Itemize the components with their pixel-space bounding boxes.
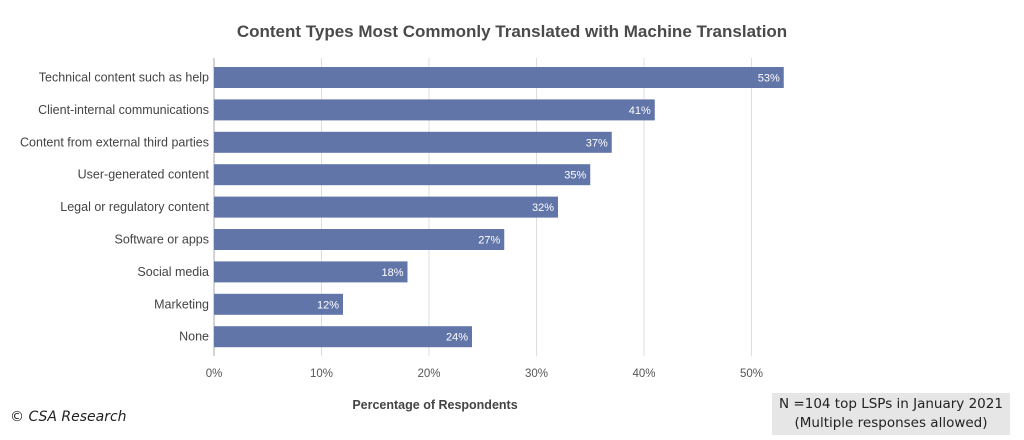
bar	[214, 326, 472, 348]
category-labels: Technical content such as help Client-int…	[20, 71, 209, 344]
chart-title: Content Types Most Commonly Translated w…	[237, 22, 787, 41]
data-label: 24%	[446, 332, 468, 344]
category-label: Software or apps	[115, 233, 210, 247]
category-label: Client-internal communications	[38, 103, 209, 117]
bar	[214, 196, 558, 218]
x-axis-ticks: 0% 10% 20% 30% 40% 50%	[206, 368, 763, 380]
category-label: Content from external third parties	[20, 135, 209, 149]
x-tick-label: 20%	[417, 368, 440, 380]
data-label: 35%	[564, 170, 586, 182]
category-label: Technical content such as help	[39, 71, 209, 85]
data-label: 32%	[532, 202, 554, 214]
sample-note-line-1: N =104 top LSPs in January 2021	[779, 396, 1003, 412]
bar	[214, 229, 505, 250]
category-label: User-generated content	[78, 168, 210, 182]
bar	[214, 131, 612, 153]
bar	[214, 99, 655, 121]
data-label: 27%	[478, 235, 500, 247]
x-tick-label: 10%	[310, 368, 333, 380]
data-label: 12%	[317, 299, 339, 311]
x-tick-label: 30%	[525, 368, 548, 380]
bars: 53% 41% 37% 35% 32% 27% 18% 12% 24%	[214, 67, 784, 348]
data-label: 37%	[586, 137, 608, 149]
bar	[214, 293, 343, 315]
sample-note: N =104 top LSPs in January 2021 (Multipl…	[772, 393, 1010, 435]
bar	[214, 261, 408, 283]
category-label: Marketing	[154, 297, 209, 311]
bar	[214, 164, 591, 186]
category-label: None	[179, 330, 209, 344]
x-tick-label: 40%	[632, 368, 655, 380]
copyright-text: © CSA Research	[10, 409, 127, 425]
x-tick-label: 50%	[740, 368, 763, 380]
data-label: 53%	[758, 73, 780, 85]
category-label: Legal or regulatory content	[60, 200, 209, 214]
data-label: 18%	[381, 267, 403, 279]
data-label: 41%	[629, 105, 651, 117]
category-label: Social media	[137, 265, 209, 279]
x-axis-label: Percentage of Respondents	[352, 398, 517, 412]
x-tick-label: 0%	[206, 368, 223, 380]
sample-note-line-2: (Multiple responses allowed)	[794, 415, 988, 431]
bar	[214, 67, 784, 88]
